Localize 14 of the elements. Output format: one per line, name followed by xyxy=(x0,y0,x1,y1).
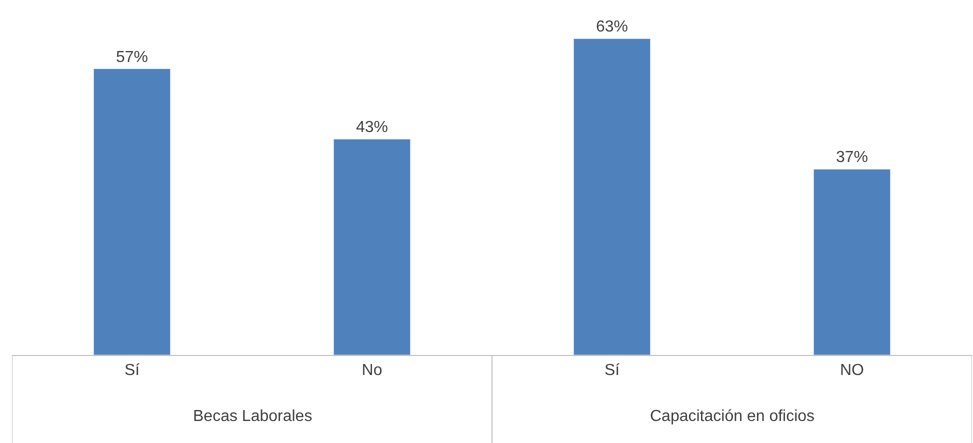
x-tick-label: No xyxy=(362,362,382,380)
text: Capacitación en oficios xyxy=(650,408,815,425)
data-label: 57% xyxy=(116,48,148,66)
bar xyxy=(333,138,411,355)
data-label: 63% xyxy=(596,18,628,36)
bar xyxy=(573,38,651,355)
x-tick-label: Sí xyxy=(124,362,140,380)
data-label: 37% xyxy=(836,149,868,166)
bar xyxy=(813,168,891,355)
bar xyxy=(93,68,171,355)
text: Becas Laborales xyxy=(193,408,312,425)
x-tick-label: NO xyxy=(840,362,864,380)
x-tick-label: Sí xyxy=(604,362,620,380)
data-label: 43% xyxy=(356,119,388,136)
